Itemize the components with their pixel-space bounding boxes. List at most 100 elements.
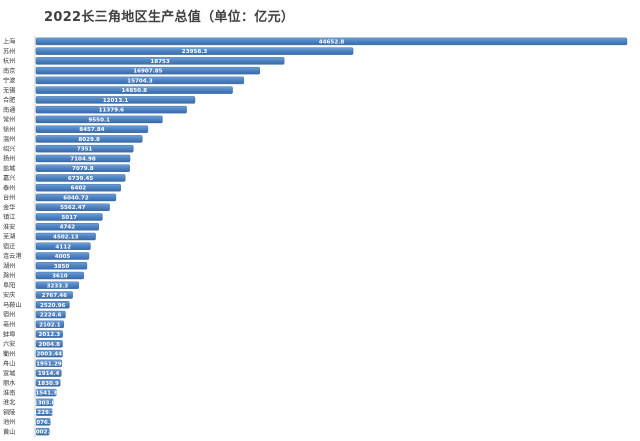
category-label: 温州 — [3, 135, 15, 143]
bar — [35, 418, 51, 426]
bar — [35, 369, 62, 377]
category-label: 黄山 — [3, 428, 15, 436]
data-label: 8457.84 — [79, 127, 105, 133]
category-label: 安庆 — [3, 291, 15, 299]
data-label: 23958.3 — [182, 49, 208, 55]
data-label: 8029.8 — [78, 137, 100, 143]
data-label: 16907.85 — [133, 69, 162, 75]
bar — [35, 144, 134, 153]
bar — [35, 223, 99, 231]
data-label: 2102.1 — [39, 322, 61, 328]
bar — [35, 359, 63, 368]
data-label: 5017 — [61, 215, 77, 221]
category-label: 蚌埠 — [3, 330, 15, 338]
data-label: 44652.8 — [319, 39, 345, 45]
bar — [35, 330, 63, 338]
bar — [35, 340, 63, 348]
data-label: 6040.72 — [63, 195, 89, 201]
category-label: 铜陵 — [3, 408, 15, 416]
bar — [35, 281, 79, 289]
category-labels: 上海苏州杭州南京宁波无锡合肥南通常州徐州温州绍兴扬州盐城嘉兴泰州台州金华镇江淮安… — [3, 38, 22, 436]
data-label: 2520.96 — [40, 303, 66, 309]
bar — [35, 398, 54, 407]
category-label: 滁州 — [3, 272, 15, 280]
data-label: 1830.9 — [37, 381, 59, 387]
bar — [35, 203, 110, 211]
data-label: 11379.6 — [99, 108, 125, 114]
bar — [35, 291, 73, 299]
data-label: 1303.8 — [34, 400, 56, 406]
category-label: 丽水 — [3, 379, 16, 387]
bar — [35, 105, 187, 114]
data-label: 1914.4 — [38, 371, 60, 377]
bar — [35, 213, 103, 221]
bar — [35, 47, 354, 55]
data-label: 6402 — [71, 186, 87, 192]
bar — [35, 86, 233, 94]
bar — [35, 252, 90, 260]
chart-title: 2022长三角地区生产总值（单位：亿元） — [44, 10, 295, 25]
category-label: 亳州 — [3, 321, 15, 329]
category-label: 常州 — [3, 116, 15, 124]
data-label: 5562.47 — [60, 205, 86, 211]
category-label: 徐州 — [3, 125, 15, 133]
category-label: 淮南 — [3, 389, 15, 397]
bar — [35, 193, 117, 202]
category-label: 合肥 — [3, 96, 15, 104]
category-label: 宣城 — [3, 369, 15, 377]
data-label: 7079.8 — [72, 166, 94, 172]
category-label: 芜湖 — [3, 233, 15, 241]
data-label: 4005 — [55, 254, 71, 260]
bar — [35, 37, 628, 46]
data-label: 14850.8 — [122, 88, 148, 94]
bar — [35, 125, 149, 133]
category-label: 扬州 — [3, 155, 15, 163]
category-label: 镇江 — [3, 213, 15, 221]
category-label: 苏州 — [3, 47, 15, 55]
bar — [35, 320, 65, 329]
category-label: 淮北 — [3, 399, 16, 407]
category-label: 绍兴 — [3, 145, 15, 153]
data-label: 3850 — [54, 264, 70, 270]
data-label: 2767.46 — [42, 293, 68, 299]
data-label: 1541.3 — [35, 391, 57, 397]
data-label: 3610 — [52, 274, 68, 280]
bar — [35, 379, 61, 387]
data-label: 15704.3 — [127, 78, 153, 84]
category-label: 淮安 — [3, 223, 15, 231]
category-label: 宿迁 — [3, 242, 15, 250]
bar — [35, 232, 96, 241]
category-label: 无锡 — [3, 86, 15, 94]
bar — [35, 174, 126, 182]
bar — [35, 96, 196, 104]
data-label: 1951.29 — [36, 361, 62, 367]
value-labels: 44652.8 23958.3 18753 16907.85 15704.3 14850.… — [32, 39, 345, 435]
data-label: 1076.7 — [32, 420, 54, 426]
bar — [35, 310, 66, 319]
bar — [35, 135, 143, 143]
category-label: 杭州 — [3, 57, 15, 65]
category-label: 宁波 — [3, 77, 15, 85]
data-label: 18753 — [150, 59, 170, 65]
bar — [35, 262, 88, 270]
data-label: 2004.8 — [38, 342, 60, 348]
category-label: 上海 — [3, 38, 15, 46]
data-label: 2003.44 — [37, 352, 63, 358]
data-label: 2012.3 — [39, 332, 61, 338]
data-label: 4502.13 — [53, 235, 79, 241]
bar — [35, 427, 50, 436]
bar — [35, 408, 53, 416]
category-label: 马鞍山 — [3, 301, 22, 309]
bar — [35, 349, 63, 358]
data-label: 7104.98 — [70, 156, 96, 162]
bar — [35, 242, 91, 250]
bar — [35, 301, 70, 309]
bar — [35, 388, 57, 397]
data-label: 1002.3 — [32, 430, 54, 436]
bar — [35, 184, 121, 192]
category-label: 阜阳 — [3, 281, 15, 289]
data-label: 3233.3 — [47, 283, 69, 289]
category-label: 金华 — [3, 203, 15, 211]
bar — [35, 76, 245, 85]
